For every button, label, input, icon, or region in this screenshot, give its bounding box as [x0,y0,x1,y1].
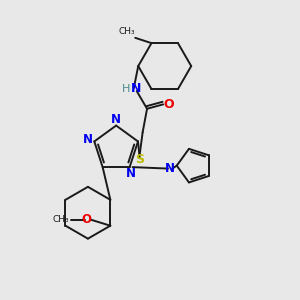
Text: CH₃: CH₃ [119,27,135,36]
Text: H: H [122,84,130,94]
Text: N: N [164,162,174,175]
Text: N: N [126,167,136,180]
Text: O: O [81,213,91,226]
Text: N: N [131,82,141,95]
Text: CH₃: CH₃ [53,215,70,224]
Text: N: N [83,134,93,146]
Text: N: N [111,112,121,126]
Text: O: O [163,98,174,111]
Text: S: S [135,153,144,166]
